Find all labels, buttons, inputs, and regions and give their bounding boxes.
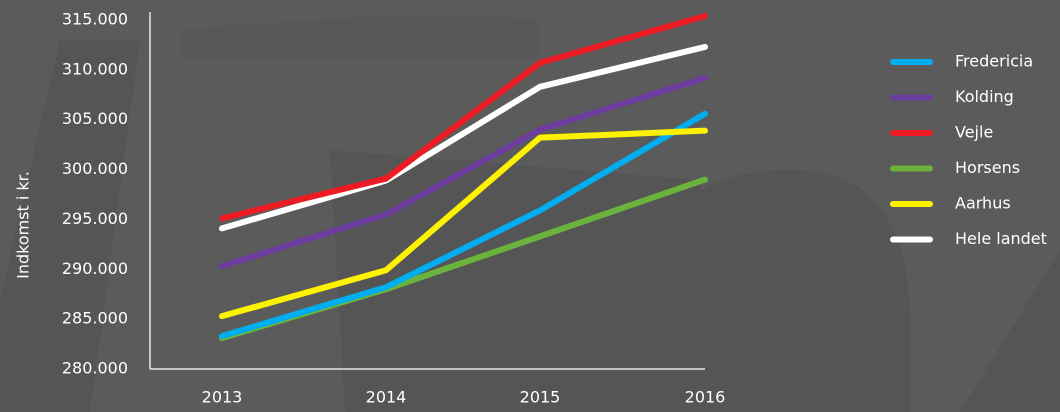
legend-label: Hele landet bbox=[955, 229, 1047, 248]
legend-label: Fredericia bbox=[955, 52, 1033, 71]
x-tick-label: 2015 bbox=[520, 388, 561, 407]
series-line bbox=[219, 74, 708, 270]
x-tick-label: 2014 bbox=[366, 388, 407, 407]
series-line bbox=[219, 127, 708, 320]
y-tick-label: 310.000 bbox=[62, 59, 128, 78]
y-tick-label: 300.000 bbox=[62, 159, 128, 178]
x-tick-label: 2016 bbox=[685, 388, 726, 407]
y-tick-label: 295.000 bbox=[62, 209, 128, 228]
series-line bbox=[219, 13, 708, 222]
y-tick-label: 305.000 bbox=[62, 109, 128, 128]
series-line bbox=[219, 43, 708, 232]
y-axis-label: Indkomst i kr. bbox=[14, 171, 33, 279]
y-tick-label: 285.000 bbox=[62, 309, 128, 328]
x-tick-label: 2013 bbox=[202, 388, 243, 407]
legend-label: Horsens bbox=[955, 158, 1020, 177]
y-tick-label: 280.000 bbox=[62, 359, 128, 378]
legend-label: Kolding bbox=[955, 87, 1014, 106]
legend-label: Aarhus bbox=[955, 194, 1011, 213]
series-line bbox=[219, 110, 708, 340]
legend-label: Vejle bbox=[955, 123, 993, 142]
y-tick-label: 315.000 bbox=[62, 10, 128, 29]
y-tick-label: 290.000 bbox=[62, 259, 128, 278]
